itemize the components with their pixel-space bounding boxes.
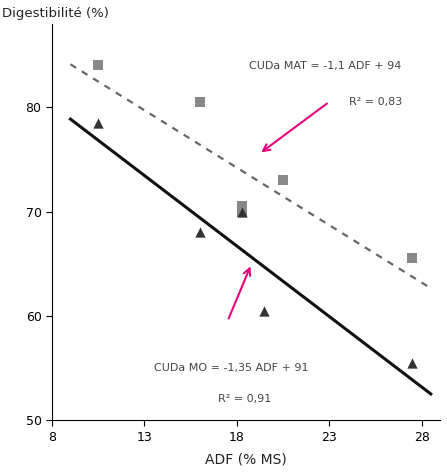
Point [196,98,203,105]
Point [409,359,416,367]
Point [239,208,246,215]
Text: CUDa MO = -1,35 ADF + 91: CUDa MO = -1,35 ADF + 91 [154,363,308,373]
Text: R² = 0,83: R² = 0,83 [349,96,402,107]
Point [239,208,246,215]
Point [95,61,102,69]
Point [95,119,102,127]
Text: R² = 0,91: R² = 0,91 [218,394,271,404]
Point [196,228,203,236]
Point [239,202,246,210]
Point [279,176,287,184]
Text: Digestibilité (%): Digestibilité (%) [1,7,109,19]
X-axis label: ADF (% MS): ADF (% MS) [205,452,287,466]
Point [261,307,268,315]
Text: CUDa MAT = -1,1 ADF + 94: CUDa MAT = -1,1 ADF + 94 [249,61,402,70]
Point [409,254,416,262]
